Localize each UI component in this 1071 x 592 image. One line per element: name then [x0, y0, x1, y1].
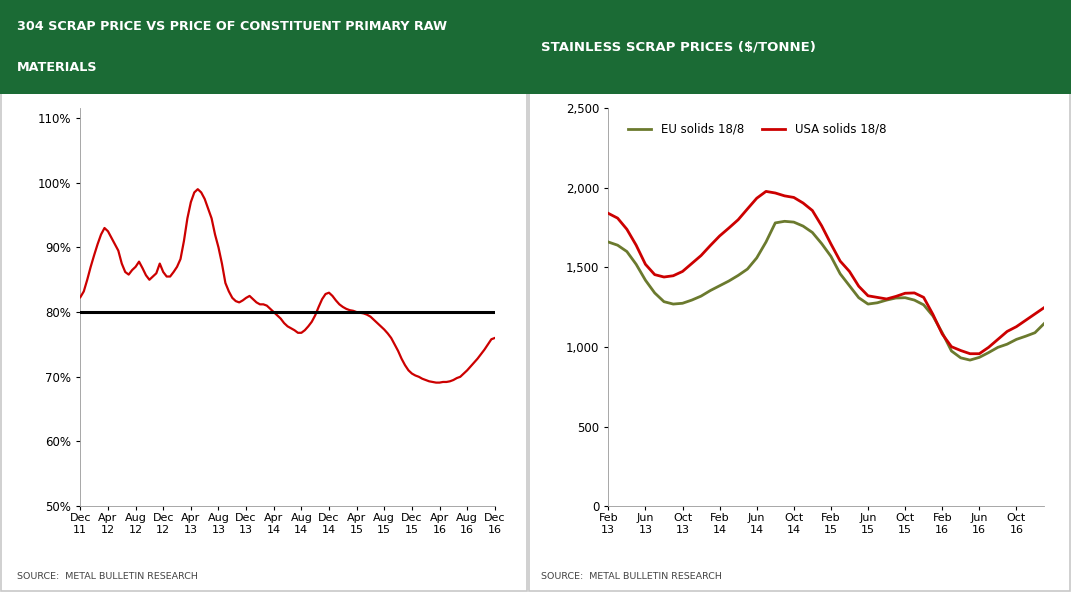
Text: 304 SCRAP PRICE VS PRICE OF CONSTITUENT PRIMARY RAW: 304 SCRAP PRICE VS PRICE OF CONSTITUENT … — [17, 20, 448, 33]
Text: SOURCE:  METAL BULLETIN RESEARCH: SOURCE: METAL BULLETIN RESEARCH — [541, 572, 722, 581]
Legend: EU solids 18/8, USA solids 18/8: EU solids 18/8, USA solids 18/8 — [623, 118, 891, 141]
Text: STAINLESS SCRAP PRICES ($/TONNE): STAINLESS SCRAP PRICES ($/TONNE) — [541, 40, 816, 53]
Text: SOURCE:  METAL BULLETIN RESEARCH: SOURCE: METAL BULLETIN RESEARCH — [17, 572, 198, 581]
Text: MATERIALS: MATERIALS — [17, 61, 97, 74]
